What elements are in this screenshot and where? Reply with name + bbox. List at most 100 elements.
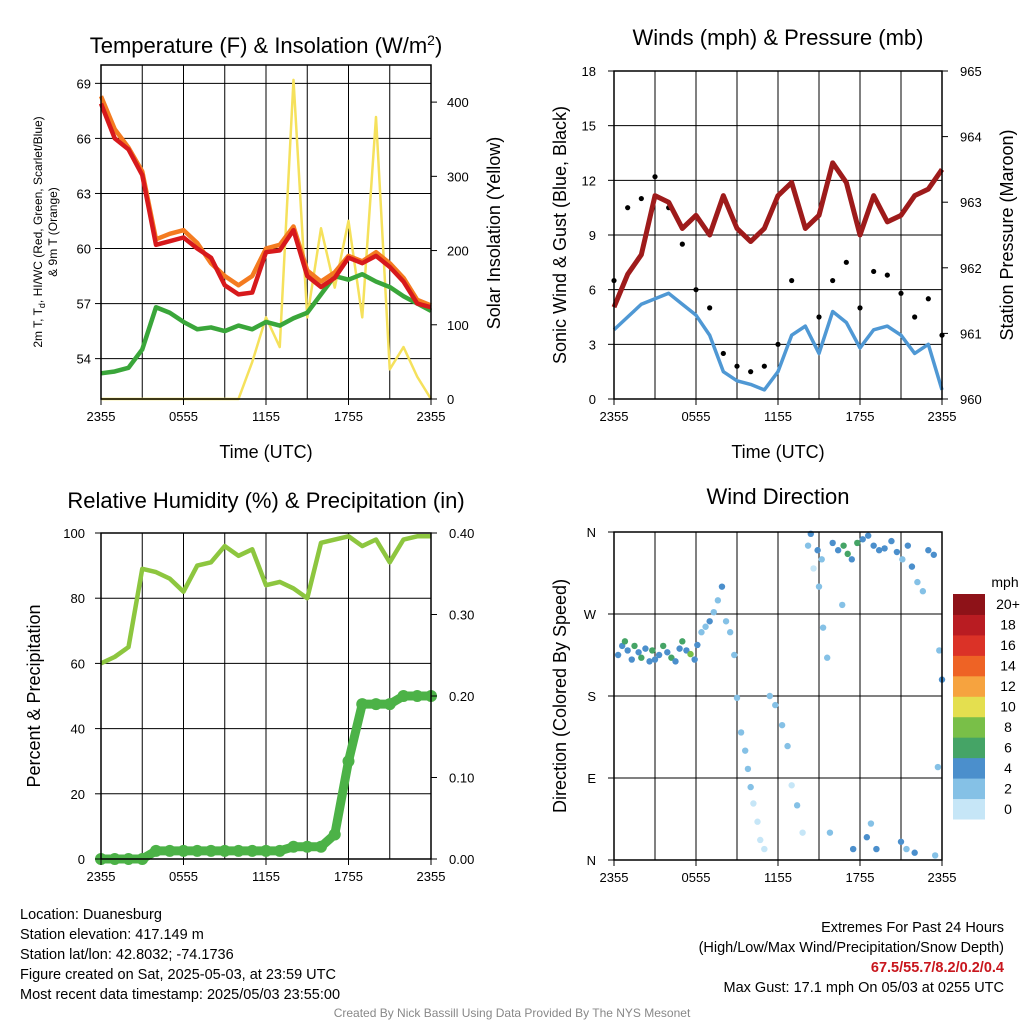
winds-ylabel-right: Station Pressure (Maroon) [997, 129, 1017, 340]
precip-point [342, 755, 355, 768]
precip-point [232, 844, 245, 857]
direction-point [911, 849, 918, 856]
x-tick-label: 2355 [600, 870, 629, 885]
colorbar-label: 14 [1000, 658, 1016, 674]
direction-point [646, 658, 653, 665]
direction-point [897, 838, 905, 845]
max-gust: Max Gust: 17.1 mph On 05/03 at 0255 UTC [723, 980, 1004, 996]
precip-point [205, 844, 217, 857]
y-tick-label: 9 [589, 228, 596, 243]
direction-point [772, 701, 779, 709]
precip-point [328, 828, 341, 841]
temperature-ticks: 2355 0555 1155 1755 2355 54 57 60 63 66 69 0 100 200 3… [77, 76, 469, 424]
extreme-low: 55.7 [903, 960, 932, 976]
y-tick-label: 57 [77, 297, 91, 312]
winds-xlabel: Time (UTC) [731, 442, 824, 462]
direction-tick-label: W [584, 607, 597, 622]
gust-point [925, 296, 931, 302]
temperature-ylabel-right: Solar Insolation (Yellow) [484, 137, 504, 329]
direction-point [934, 763, 942, 771]
temperature-ylabel-line1: 2m T, Td, HI/WC (Red, Green, Scarlet/Blu… [31, 116, 47, 347]
y-tick-label: 15 [582, 119, 596, 134]
direction-point [664, 649, 671, 656]
direction-point [718, 583, 726, 590]
direction-point [737, 729, 745, 736]
direction-point [706, 618, 713, 625]
x-tick-label: 0555 [169, 869, 198, 884]
direction-point [814, 547, 821, 554]
y-right-tick-label: 960 [960, 392, 982, 407]
precip-point [411, 690, 424, 702]
direction-point [867, 820, 875, 827]
x-tick-label: 2355 [417, 409, 446, 424]
direction-point [865, 532, 872, 539]
direction-tick-label: S [587, 689, 596, 704]
x-tick-label: 1755 [846, 870, 875, 885]
y-right-tick-label: 0.40 [449, 526, 474, 541]
direction-point [870, 542, 877, 549]
direction-point [635, 649, 642, 656]
direction-point [631, 642, 638, 650]
extreme-high: 67.5 [870, 960, 900, 976]
y-tick-label: 69 [77, 76, 91, 91]
colorbar-swatch [953, 737, 985, 759]
direction-grid [614, 532, 942, 860]
gust-point [843, 259, 849, 265]
direction-point [628, 656, 635, 663]
gust-point [720, 350, 726, 357]
direction-point [655, 651, 663, 659]
y-tick-label: 100 [63, 526, 85, 541]
colorbar-label: 0 [1004, 801, 1012, 817]
colorbar-swatch [953, 757, 985, 779]
direction-point [875, 547, 883, 554]
x-tick-label: 1155 [252, 869, 280, 884]
colorbar-label: 12 [1000, 678, 1016, 694]
extremes-legend: (High/Low/Max Wind/Precipitation/Snow De… [698, 940, 1004, 956]
series-line-0 [98, 102, 432, 310]
y-tick-label: 60 [71, 656, 85, 671]
winds-panel: Winds (mph) & Pressure (mb) 2355 0555 1155… [550, 25, 1017, 462]
colorbar-label: 6 [1004, 739, 1012, 755]
direction-point [899, 556, 906, 563]
x-tick-label: 2355 [87, 869, 116, 884]
colorbar-swatch [953, 778, 985, 800]
precip-point [150, 844, 162, 857]
figure-created: Figure created on Sat, 2025-05-03, at 23… [20, 967, 336, 983]
direction-point [754, 818, 761, 825]
temperature-panel: Temperature (F) & Insolation (W/m2) 2355… [31, 32, 504, 462]
direction-point [750, 800, 757, 807]
direction-point [914, 578, 921, 586]
winds-series [611, 160, 945, 392]
temperature-xlabel: Time (UTC) [219, 442, 312, 462]
colorbar-label: 2 [1004, 780, 1012, 796]
y-tick-label: 12 [582, 173, 596, 188]
direction-point [824, 654, 831, 661]
y-right-tick-label: 0.30 [449, 608, 474, 623]
colorbar-swatch [953, 798, 985, 820]
x-tick-label: 1755 [846, 409, 875, 424]
y-right-tick-label: 964 [960, 130, 982, 145]
gust-point [734, 363, 740, 369]
temperature-ylabel-line2: & 9m T (Orange) [46, 187, 60, 277]
direction-point [840, 542, 847, 549]
precip-point [191, 844, 204, 857]
gust-point [857, 305, 863, 311]
winds-ticks: 2355 0555 1155 1755 2355 0 3 6 9 12 15 18 960 961 962 9… [582, 64, 982, 424]
direction-point [854, 539, 861, 547]
gust-point [775, 341, 781, 347]
colorbar-swatch [953, 675, 985, 697]
gust-point [707, 305, 713, 311]
credit-line: Created By Nick Bassill Using Data Provi… [333, 1006, 691, 1020]
gust-point [830, 277, 836, 284]
y-right-tick-label: 0 [447, 392, 454, 407]
direction-point [904, 542, 912, 549]
winds-ylabel-left: Sonic Wind & Gust (Blue, Black) [550, 106, 570, 364]
direction-point [660, 642, 667, 650]
direction-point [761, 845, 768, 853]
y-tick-label: 18 [582, 64, 596, 79]
direction-point [804, 542, 812, 549]
precip-point [260, 844, 272, 857]
direction-point [766, 692, 773, 700]
x-tick-label: 0555 [169, 409, 198, 424]
direction-point [714, 597, 722, 604]
